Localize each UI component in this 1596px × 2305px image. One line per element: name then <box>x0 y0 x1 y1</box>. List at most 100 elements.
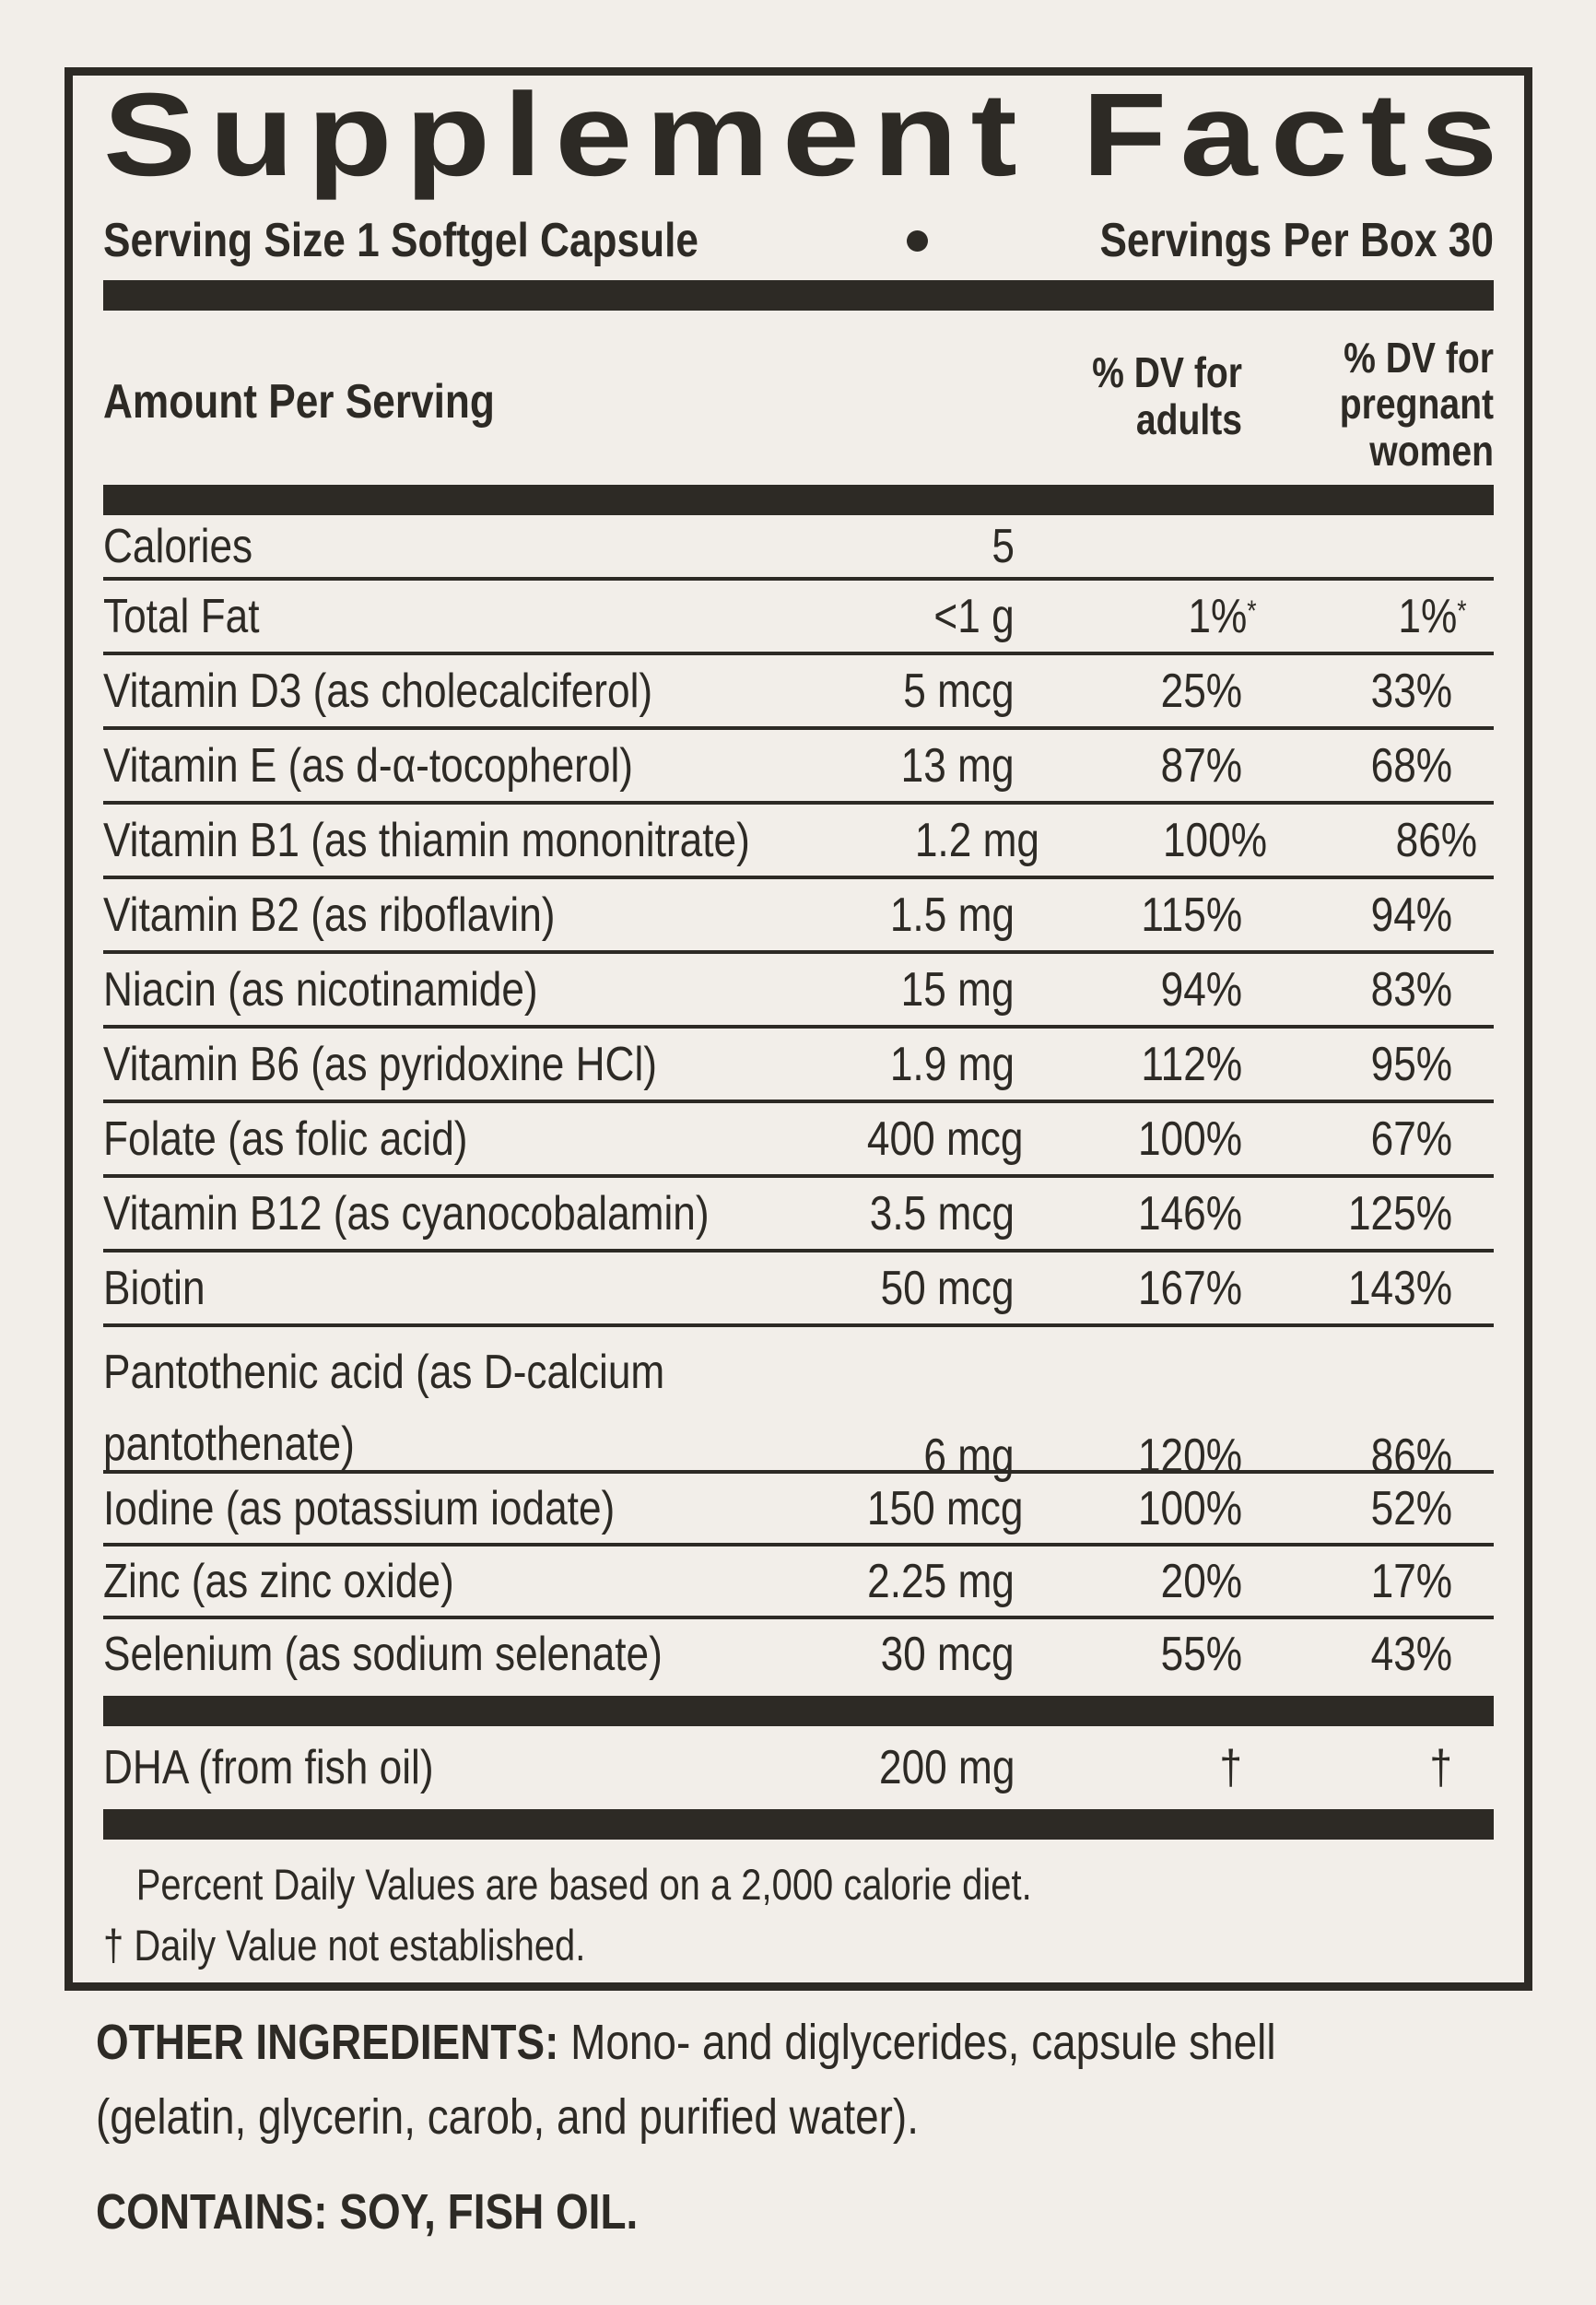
dv-pregnant: 95% <box>1370 1037 1452 1091</box>
nutrient-amount: 5 mcg <box>903 664 1015 718</box>
divider-bar-top <box>103 280 1494 312</box>
dv-pregnant: 68% <box>1370 738 1452 793</box>
header-dv-pregnant-women: % DV for pregnant women <box>1339 333 1494 475</box>
row-pantothenic-acid: Pantothenic acid (as D-calcium pantothen… <box>103 1323 1494 1480</box>
nutrient-name: Vitamin E (as d-α-tocopherol) <box>103 738 634 793</box>
nutrient-name: Vitamin B2 (as riboflavin) <box>103 888 556 942</box>
row-vitamin-b2: Vitamin B2 (as riboflavin) 1.5 mg 115% 9… <box>103 876 1494 950</box>
dv-pregnant: 86% <box>1395 813 1477 867</box>
dv-adults: 55% <box>1160 1627 1242 1681</box>
nutrient-name: Total Fat <box>103 589 260 643</box>
nutrient-amount: 30 mcg <box>881 1627 1015 1681</box>
nutrient-name: Vitamin B1 (as thiamin mononitrate) <box>103 813 750 867</box>
nutrient-amount: 13 mg <box>901 738 1015 793</box>
dv-adults: 120% <box>1137 1429 1242 1484</box>
nutrient-amount: 6 mg <box>923 1429 1015 1484</box>
nutrient-name: Vitamin D3 (as cholecalciferol) <box>103 664 653 718</box>
servings-per-box-label: Servings Per Box 30 <box>1099 214 1494 268</box>
dv-adults: 87% <box>1160 738 1242 793</box>
nutrient-amount: 150 mcg <box>866 1481 1024 1535</box>
dv-adults: 146% <box>1137 1186 1242 1241</box>
nutrient-amount: 3.5 mcg <box>869 1186 1015 1241</box>
nutrient-amount: 2.25 mg <box>867 1554 1015 1608</box>
nutrient-name: Calories <box>103 519 253 573</box>
dv-adults: 100% <box>1162 813 1267 867</box>
nutrient-name: Zinc (as zinc oxide) <box>103 1554 454 1608</box>
nutrient-amount: 1.2 mg <box>914 813 1039 867</box>
header-dv-adults: % DV for adults <box>1092 348 1242 443</box>
nutrient-name: Biotin <box>103 1261 205 1315</box>
nutrient-amount: 5 <box>992 519 1015 573</box>
contains-statement: CONTAINS: SOY, FISH OIL. <box>96 2184 639 2240</box>
dv-adults: 25% <box>1160 664 1242 718</box>
row-zinc: Zinc (as zinc oxide) 2.25 mg 20% 17% <box>103 1543 1494 1616</box>
row-biotin: Biotin 50 mcg 167% 143% <box>103 1249 1494 1323</box>
row-vitamin-d3: Vitamin D3 (as cholecalciferol) 5 mcg 25… <box>103 652 1494 726</box>
dv-pregnant: 83% <box>1370 962 1452 1017</box>
row-folate: Folate (as folic acid) 400 mcg 100% 67% <box>103 1100 1494 1174</box>
asterisk-note: * <box>1246 594 1257 628</box>
dv-pregnant: 43% <box>1370 1627 1452 1681</box>
dv-pregnant: 52% <box>1370 1481 1452 1535</box>
other-ingredients: OTHER INGREDIENTS: Mono- and diglyceride… <box>96 2005 1315 2155</box>
divider-bar-dha-top <box>103 1696 1494 1727</box>
nutrient-amount: <1 g <box>933 589 1015 643</box>
dv-adults: 112% <box>1141 1037 1242 1091</box>
row-calories: Calories 5 <box>103 515 1494 577</box>
dv-pregnant: 125% <box>1347 1186 1452 1241</box>
supplement-facts-panel: Supplement Facts Serving Size 1 Softgel … <box>65 67 1532 1991</box>
row-dha: DHA (from fish oil) 200 mg † † <box>103 1726 1494 1809</box>
nutrient-name: Vitamin B12 (as cyanocobalamin) <box>103 1186 710 1241</box>
nutrient-name: Iodine (as potassium iodate) <box>103 1481 616 1535</box>
dv-adults: 94% <box>1160 962 1242 1017</box>
panel-title: Supplement Facts <box>103 69 1511 201</box>
nutrient-name: Niacin (as nicotinamide) <box>103 962 538 1017</box>
row-iodine: Iodine (as potassium iodate) 150 mcg 100… <box>103 1470 1494 1543</box>
nutrient-name: Selenium (as sodium selenate) <box>103 1627 663 1681</box>
row-total-fat: Total Fat <1 g 1%* 1%* <box>103 577 1494 652</box>
divider-bar-header <box>103 485 1494 516</box>
footnote-daily-values: Percent Daily Values are based on a 2,00… <box>135 1860 1032 1910</box>
row-selenium: Selenium (as sodium selenate) 30 mcg 55%… <box>103 1616 1494 1688</box>
row-niacin: Niacin (as nicotinamide) 15 mg 94% 83% <box>103 950 1494 1025</box>
dv-adults: 167% <box>1137 1261 1242 1315</box>
nutrient-name: Folate (as folic acid) <box>103 1111 468 1166</box>
row-vitamin-b1: Vitamin B1 (as thiamin mononitrate) 1.2 … <box>103 801 1494 876</box>
nutrient-amount: 15 mg <box>901 962 1015 1017</box>
serving-row: Serving Size 1 Softgel Capsule Servings … <box>103 214 1494 267</box>
nutrient-name-line1: Pantothenic acid (as D-calcium <box>103 1346 665 1400</box>
dv-pregnant: 94% <box>1370 888 1452 942</box>
dv-pregnant: 33% <box>1370 664 1452 718</box>
dv-pregnant: 17% <box>1370 1554 1452 1608</box>
dv-pregnant: 86% <box>1370 1429 1452 1484</box>
nutrient-amount: 400 mcg <box>866 1111 1024 1166</box>
dv-pregnant: 1% <box>1398 589 1457 643</box>
other-ingredients-heading: OTHER INGREDIENTS: <box>96 2015 559 2070</box>
other-ingredients-text: Mono- and diglycerides, capsule shell (g… <box>96 2015 1276 2145</box>
nutrient-amount: 1.9 mg <box>889 1037 1015 1091</box>
nutrient-name: DHA (from fish oil) <box>103 1741 434 1795</box>
dv-adults: 1% <box>1188 589 1247 643</box>
nutrient-amount: 1.5 mg <box>889 888 1015 942</box>
footnotes: Percent Daily Values are based on a 2,00… <box>103 1854 1494 1976</box>
row-vitamin-b6: Vitamin B6 (as pyridoxine HCl) 1.9 mg 11… <box>103 1025 1494 1100</box>
dv-pregnant: 143% <box>1347 1261 1452 1315</box>
nutrient-name: Vitamin B6 (as pyridoxine HCl) <box>103 1037 658 1091</box>
serving-size-label: Serving Size 1 Softgel Capsule <box>103 214 698 268</box>
footnote-dagger: † Daily Value not established. <box>103 1921 586 1970</box>
row-vitamin-e: Vitamin E (as d-α-tocopherol) 13 mg 87% … <box>103 726 1494 801</box>
asterisk-note: * <box>1456 594 1467 628</box>
nutrient-amount: 200 mg <box>878 1741 1015 1795</box>
header-amount-per-serving: Amount Per Serving <box>103 375 495 429</box>
dagger-note: † <box>1429 1741 1452 1795</box>
below-panel-text: OTHER INGREDIENTS: Mono- and diglyceride… <box>96 2005 1530 2250</box>
dagger-note: † <box>1219 1741 1242 1795</box>
dv-adults: 20% <box>1160 1554 1242 1608</box>
divider-bar-dha-bottom <box>103 1809 1494 1840</box>
row-vitamin-b12: Vitamin B12 (as cyanocobalamin) 3.5 mcg … <box>103 1174 1494 1249</box>
dv-adults: 115% <box>1141 888 1242 942</box>
dv-adults: 100% <box>1137 1111 1242 1166</box>
bullet-separator-icon <box>906 229 928 252</box>
table-header: Amount Per Serving % DV for adults % DV … <box>103 311 1494 485</box>
